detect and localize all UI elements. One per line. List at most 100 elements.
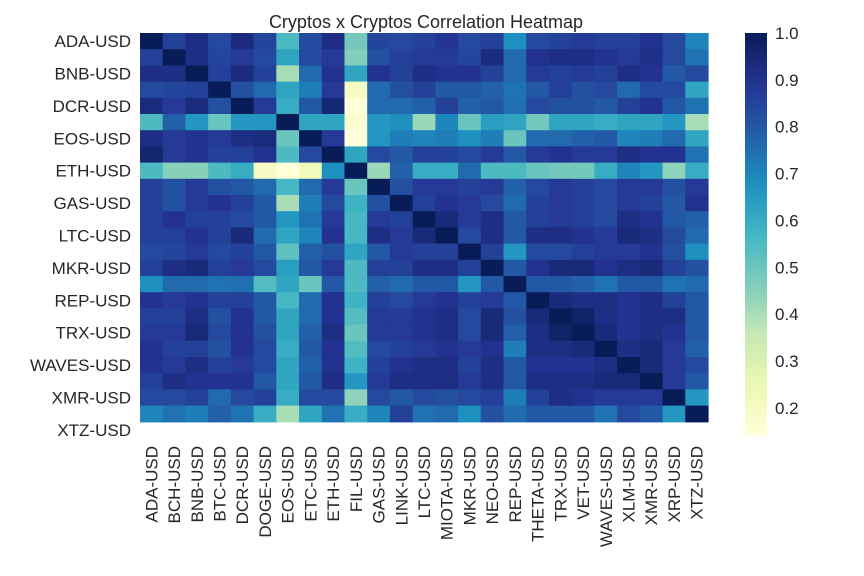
heatmap-cell <box>594 292 618 309</box>
heatmap-cell <box>503 389 527 407</box>
heatmap-cell <box>617 324 641 342</box>
heatmap-cell <box>299 195 323 212</box>
heatmap-cell <box>299 211 323 228</box>
heatmap-cell <box>162 195 187 212</box>
heatmap-cell <box>685 324 709 342</box>
heatmap-cell <box>435 162 459 180</box>
heatmap-cell <box>230 162 255 180</box>
heatmap-cell <box>299 162 323 180</box>
heatmap-cell <box>639 211 664 228</box>
heatmap-cell <box>685 49 709 66</box>
heatmap-cell <box>208 81 232 99</box>
heatmap-cell <box>185 243 209 261</box>
heatmap-cell <box>594 195 618 212</box>
heatmap-cell <box>548 405 573 423</box>
heatmap-cell <box>594 211 618 228</box>
heatmap-cell <box>299 405 323 423</box>
heatmap-cell <box>480 292 505 309</box>
heatmap-cell <box>458 97 482 115</box>
heatmap-cell <box>548 146 573 164</box>
heatmap-cell <box>253 405 277 423</box>
heatmap-cell <box>344 195 368 212</box>
heatmap-cell <box>140 65 164 83</box>
heatmap-cell <box>594 49 618 66</box>
heatmap-cell <box>594 357 618 374</box>
heatmap-cell <box>367 308 391 326</box>
heatmap-cell <box>571 211 595 228</box>
heatmap-cell <box>299 308 323 326</box>
heatmap-cell <box>639 340 664 358</box>
heatmap-cell <box>685 340 709 358</box>
heatmap-cell <box>480 146 505 164</box>
heatmap-cell <box>162 276 187 293</box>
heatmap-cell <box>685 259 709 277</box>
heatmap-cell <box>208 114 232 131</box>
heatmap-cell <box>344 211 368 228</box>
heatmap-cell <box>162 162 187 180</box>
heatmap-cell <box>276 373 300 390</box>
heatmap-cell <box>140 146 164 164</box>
heatmap-cell <box>389 292 414 309</box>
heatmap-cell <box>617 357 641 374</box>
heatmap-cell <box>344 65 368 83</box>
heatmap-cell <box>185 405 209 423</box>
heatmap-cell <box>276 178 300 196</box>
heatmap-cell <box>389 340 414 358</box>
heatmap-cell <box>503 130 527 147</box>
heatmap-cell <box>321 405 346 423</box>
heatmap-cell <box>617 65 641 83</box>
heatmap-cell <box>662 146 686 164</box>
x-tick-label: XRP-USD <box>665 446 684 523</box>
heatmap-cell <box>639 308 664 326</box>
heatmap-cell <box>662 405 686 423</box>
heatmap-cell <box>571 81 595 99</box>
heatmap-cell <box>230 49 255 66</box>
heatmap-cell <box>617 308 641 326</box>
heatmap-cell <box>480 227 505 245</box>
heatmap-cell <box>594 65 618 83</box>
heatmap-cell <box>367 146 391 164</box>
heatmap-cell <box>299 130 323 147</box>
heatmap-cell <box>185 324 209 342</box>
heatmap-cell <box>367 243 391 261</box>
heatmap-cell <box>140 33 164 50</box>
heatmap-cell <box>185 146 209 164</box>
heatmap-cell <box>458 259 482 277</box>
heatmap-cell <box>230 340 255 358</box>
heatmap-cell <box>548 211 573 228</box>
heatmap-cell <box>685 227 709 245</box>
heatmap-cell <box>208 33 232 50</box>
heatmap-cell <box>435 97 459 115</box>
heatmap-cell <box>480 114 505 131</box>
heatmap-cell <box>140 405 164 423</box>
heatmap-cell <box>526 308 550 326</box>
heatmap-cell <box>140 81 164 99</box>
heatmap-cell <box>662 33 686 50</box>
heatmap-cell <box>299 324 323 342</box>
heatmap-cell <box>185 211 209 228</box>
heatmap-cell <box>685 292 709 309</box>
heatmap-cell <box>571 324 595 342</box>
heatmap-cell <box>617 276 641 293</box>
heatmap-cell <box>389 49 414 66</box>
heatmap-cell <box>480 130 505 147</box>
heatmap-cell <box>458 373 482 390</box>
heatmap-cell <box>162 130 187 147</box>
heatmap-cell <box>185 130 209 147</box>
heatmap-cell <box>208 97 232 115</box>
heatmap-cell <box>594 308 618 326</box>
heatmap-cell <box>617 178 641 196</box>
heatmap-cell <box>639 49 664 66</box>
heatmap-cell <box>253 178 277 196</box>
heatmap-cell <box>299 227 323 245</box>
heatmap-cell <box>435 373 459 390</box>
heatmap-cell <box>208 211 232 228</box>
heatmap-cell <box>321 292 346 309</box>
heatmap-cell <box>208 292 232 309</box>
heatmap-cell <box>594 227 618 245</box>
heatmap-cell <box>503 33 527 50</box>
heatmap-cell <box>162 211 187 228</box>
heatmap-cell <box>594 243 618 261</box>
heatmap-cell <box>321 195 346 212</box>
heatmap-cell <box>662 227 686 245</box>
